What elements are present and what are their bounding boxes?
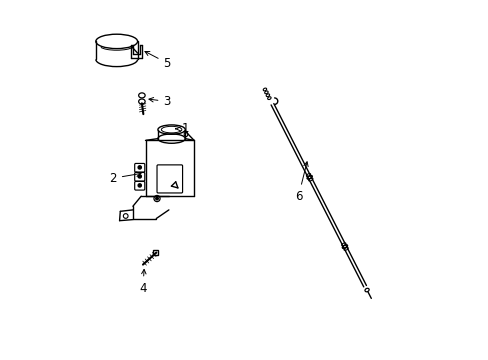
Text: 2: 2 bbox=[109, 172, 141, 185]
Circle shape bbox=[138, 166, 141, 169]
Circle shape bbox=[156, 197, 158, 200]
Circle shape bbox=[138, 184, 141, 187]
Text: 4: 4 bbox=[139, 269, 146, 294]
Text: 6: 6 bbox=[294, 162, 307, 203]
Text: 1: 1 bbox=[175, 122, 188, 135]
Circle shape bbox=[138, 175, 141, 178]
Text: 5: 5 bbox=[144, 51, 170, 69]
Text: 3: 3 bbox=[149, 95, 170, 108]
